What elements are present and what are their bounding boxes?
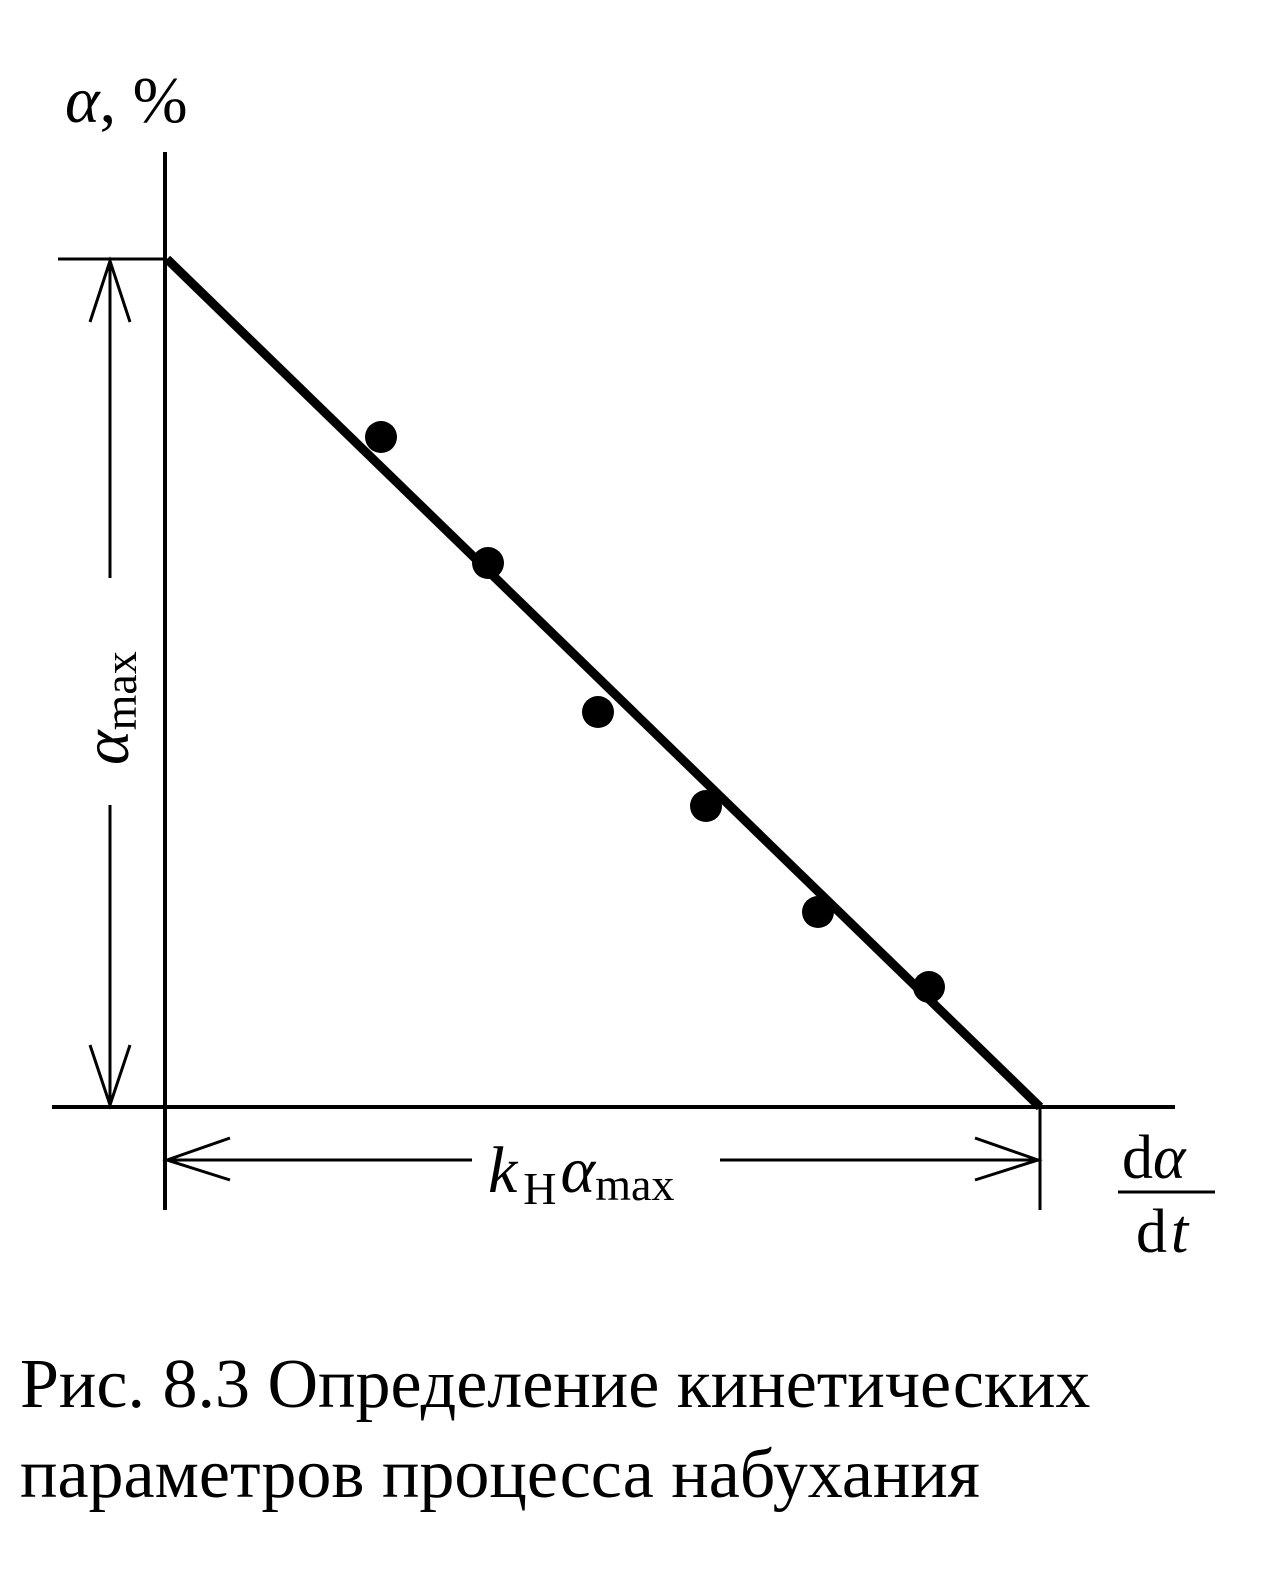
point [472, 547, 504, 579]
subscript: max [95, 651, 146, 730]
point [365, 421, 397, 453]
x-axis-denominator: dt [1136, 1198, 1190, 1266]
d: d [1122, 1124, 1153, 1192]
symbol: t [1171, 1198, 1190, 1266]
symbol: α [70, 729, 143, 765]
data-points [365, 421, 945, 1003]
axes [52, 152, 1215, 1210]
symbol: α [65, 64, 101, 137]
arrowhead [88, 1044, 132, 1110]
unit: , % [100, 64, 188, 137]
point [913, 971, 945, 1003]
d: d [1136, 1198, 1167, 1266]
arrowhead [162, 1136, 231, 1182]
point [582, 696, 614, 728]
arrowhead [974, 1136, 1043, 1182]
point [802, 896, 834, 928]
arrowhead [88, 256, 132, 323]
caption-line: параметров процесса набухания [20, 1436, 981, 1513]
x-axis-numerator: dα [1122, 1124, 1187, 1192]
diagram: α, % αmax k Нαmax dα dt [52, 64, 1215, 1266]
symbol: α [1153, 1124, 1187, 1192]
subscript: max [595, 1159, 674, 1210]
width-label: k Нαmax [488, 1134, 674, 1214]
coefficient-subscript: Н [523, 1163, 556, 1214]
coefficient: k [488, 1134, 519, 1207]
fit-line [163, 255, 1044, 1111]
symbol: α [561, 1134, 597, 1207]
height-label: αmax [70, 651, 146, 765]
y-axis-label: α, % [65, 64, 188, 137]
caption-line: Рис. 8.3 Определение кинетических [20, 1346, 1091, 1423]
point [690, 790, 722, 822]
